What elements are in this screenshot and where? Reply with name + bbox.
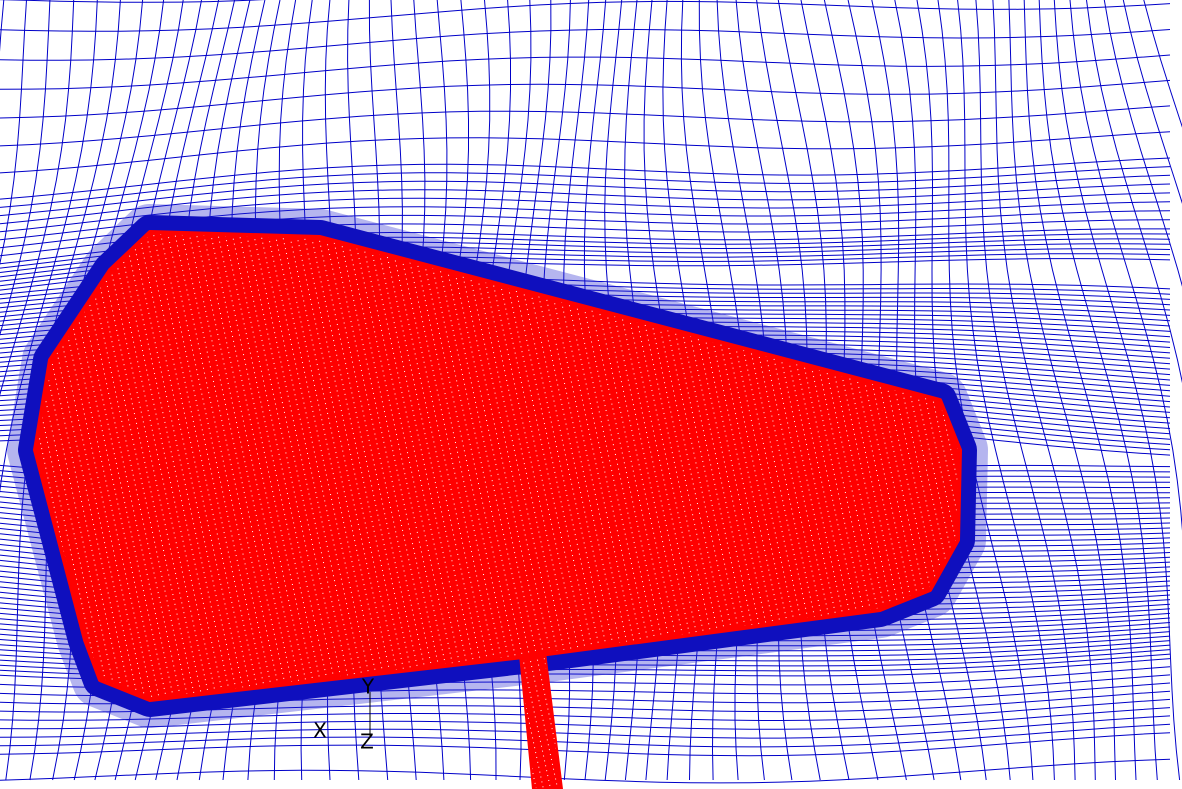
- axis-label-x: X: [313, 719, 327, 743]
- axis-triad: Y X Z: [313, 675, 375, 754]
- wing-surface: [33, 230, 962, 702]
- axis-label-y: Y: [361, 675, 375, 699]
- axis-label-z: Z: [360, 730, 374, 754]
